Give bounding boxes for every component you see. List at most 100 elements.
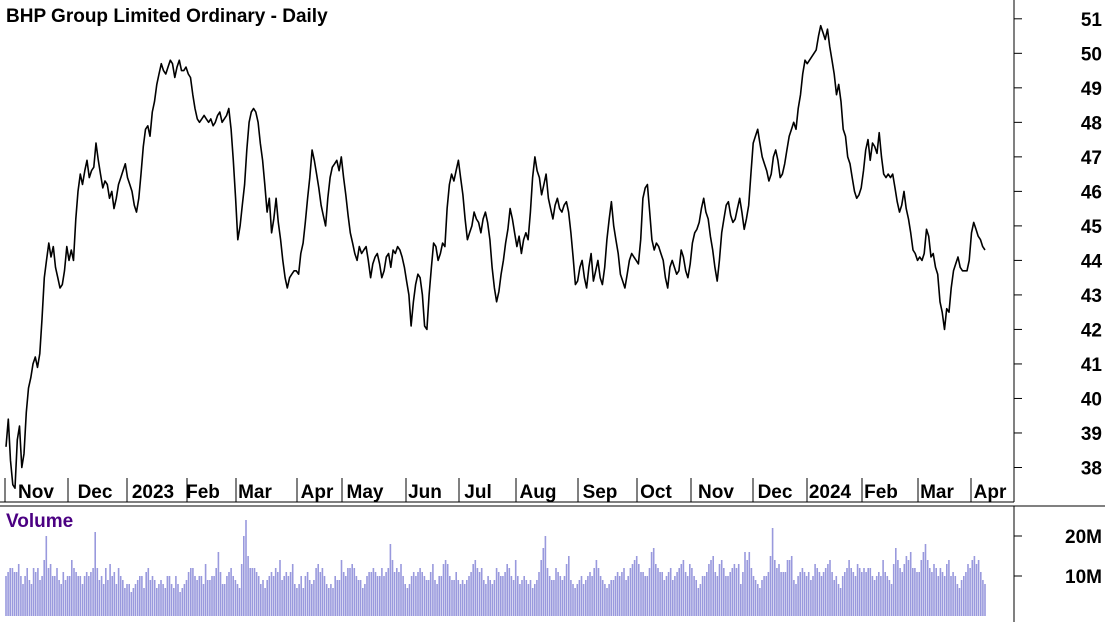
volume-bar [663, 580, 666, 616]
volume-bar [907, 560, 910, 616]
volume-bar [706, 572, 708, 616]
volume-bar [899, 568, 901, 616]
volume-bar [716, 576, 719, 616]
volume-bar [971, 560, 974, 616]
volume-bar [268, 576, 271, 616]
volume-bar [918, 572, 920, 616]
date-x-tick-label: Dec [78, 482, 113, 503]
volume-bar [115, 584, 118, 616]
volume-bar [536, 580, 538, 616]
volume-bar [980, 572, 982, 616]
volume-bar [34, 572, 37, 616]
volume-bar [349, 568, 351, 616]
volume-bar [190, 568, 192, 616]
volume-bar [238, 588, 241, 616]
volume-bar [245, 520, 247, 616]
volume-bar [652, 548, 655, 616]
volume-bar [342, 572, 345, 616]
date-x-tick-label: Mar [920, 482, 954, 503]
volume-bar [336, 580, 339, 616]
volume-bar [211, 576, 213, 616]
volume-bar [330, 584, 332, 616]
volume-bar [801, 568, 804, 616]
volume-bar [939, 568, 942, 616]
volume-bar [538, 572, 540, 616]
volume-bar [960, 580, 963, 616]
volume-bar [676, 572, 678, 616]
volume-bar [954, 576, 957, 616]
volume-bar [856, 564, 859, 616]
volume-bar [232, 576, 234, 616]
volume-bar [850, 568, 852, 616]
volume-bar [311, 584, 313, 616]
volume-bar [347, 568, 349, 616]
volume-bar [58, 580, 60, 616]
volume-bar [345, 576, 347, 616]
volume-bar [202, 584, 205, 616]
volume-bar [139, 576, 141, 616]
volume-bar [510, 576, 513, 616]
volume-bar [158, 584, 160, 616]
price-y-tick-label: 46 [1081, 182, 1102, 203]
volume-bar [735, 568, 738, 616]
volume-bar [544, 536, 547, 616]
volume-bar [752, 576, 755, 616]
volume-bar [848, 560, 850, 616]
volume-bar [495, 568, 498, 616]
date-x-tick-label: 2023 [132, 482, 174, 503]
volume-bar [708, 564, 710, 616]
volume-bar [767, 572, 770, 616]
volume-bar [517, 576, 519, 616]
volume-bar [585, 580, 587, 616]
volume-bar [897, 560, 899, 616]
volume-bar [892, 564, 895, 616]
volume-bar [829, 560, 831, 616]
volume-bar [323, 576, 326, 616]
volume-bar [967, 564, 969, 616]
volume-bar [740, 584, 742, 616]
volume-bar [451, 580, 453, 616]
price-y-tick-label: 39 [1081, 424, 1102, 445]
chart-title: BHP Group Limited Ordinary - Daily [6, 6, 328, 27]
volume-bar [26, 568, 28, 616]
volume-bar [672, 580, 674, 616]
volume-bar [835, 576, 838, 616]
volume-bar [417, 572, 419, 616]
volume-bar [608, 584, 610, 616]
volume-bar [638, 564, 640, 616]
volume-bar [156, 588, 158, 616]
volume-bar [442, 564, 445, 616]
volume-bar [684, 572, 687, 616]
volume-bar [113, 572, 116, 616]
volume-bar [466, 580, 468, 616]
volume-bar [300, 576, 302, 616]
volume-bar [145, 572, 147, 616]
volume-bar [744, 552, 746, 616]
volume-bar [491, 584, 494, 616]
volume-bar [294, 584, 296, 616]
volume-bar [209, 580, 211, 616]
volume-bar [206, 580, 209, 616]
volume-bar [627, 576, 629, 616]
volume-bar [77, 576, 79, 616]
volume-bar [408, 584, 411, 616]
volume-bar [508, 568, 511, 616]
volume-bar [922, 552, 925, 616]
volume-bar [606, 588, 608, 616]
volume-bar [396, 568, 398, 616]
volume-bar [183, 584, 186, 616]
volume-bar [903, 564, 906, 616]
volume-bar [568, 556, 570, 616]
volume-bar [871, 576, 874, 616]
volume-bar [578, 580, 581, 616]
volume-bar [680, 564, 683, 616]
volume-bar [253, 568, 256, 616]
volume-bar [372, 568, 375, 616]
volume-bar [134, 584, 137, 616]
volume-bar [565, 564, 568, 616]
volume-bar [926, 560, 929, 616]
price-panel: BHP Group Limited Ordinary - Daily 38 39 4… [0, 0, 1102, 503]
volume-bar [786, 560, 789, 616]
volume-bar [882, 560, 884, 616]
